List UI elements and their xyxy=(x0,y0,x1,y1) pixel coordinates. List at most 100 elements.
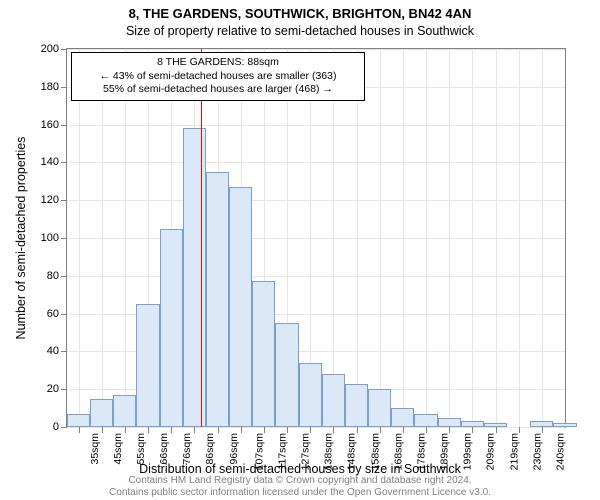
x-tick-label: 45sqm xyxy=(111,433,123,465)
y-tick xyxy=(61,314,67,315)
x-tick xyxy=(218,427,219,433)
y-axis-title: Number of semi-detached properties xyxy=(14,137,28,340)
x-tick xyxy=(472,427,473,433)
x-tick xyxy=(125,427,126,433)
x-tick xyxy=(449,427,450,433)
callout-line: ← 43% of semi-detached houses are smalle… xyxy=(78,70,358,84)
footer: Contains HM Land Registry data © Crown c… xyxy=(0,475,600,498)
gridline-h xyxy=(67,427,565,428)
y-tick xyxy=(61,276,67,277)
x-tick xyxy=(496,427,497,433)
x-tick xyxy=(102,427,103,433)
histogram-bar xyxy=(229,187,252,427)
y-tick-label: 100 xyxy=(41,232,59,244)
y-tick xyxy=(61,87,67,88)
gridline-v xyxy=(380,49,381,427)
y-tick xyxy=(61,238,67,239)
y-tick-label: 160 xyxy=(41,119,59,131)
y-tick-label: 40 xyxy=(47,345,59,357)
gridline-v xyxy=(333,49,334,427)
y-tick xyxy=(61,49,67,50)
y-tick xyxy=(61,162,67,163)
callout-box: 8 THE GARDENS: 88sqm← 43% of semi-detach… xyxy=(71,52,365,101)
histogram-bar xyxy=(438,418,461,427)
title-sub: Size of property relative to semi-detach… xyxy=(0,24,600,38)
histogram-bar xyxy=(322,374,345,427)
y-tick-label: 80 xyxy=(47,270,59,282)
y-tick-label: 200 xyxy=(41,43,59,55)
gridline-h xyxy=(67,125,565,126)
gridline-h xyxy=(67,200,565,201)
y-tick xyxy=(61,389,67,390)
gridline-v xyxy=(449,49,450,427)
footer-line: Contains HM Land Registry data © Crown c… xyxy=(0,475,600,487)
x-tick xyxy=(310,427,311,433)
histogram-bar xyxy=(368,389,391,427)
x-tick-label: 35sqm xyxy=(88,433,100,465)
histogram-bar xyxy=(160,229,183,427)
histogram-bar xyxy=(183,128,206,427)
gridline-v xyxy=(125,49,126,427)
gridline-v xyxy=(496,49,497,427)
y-tick-label: 140 xyxy=(41,156,59,168)
x-tick xyxy=(171,427,172,433)
gridline-v xyxy=(472,49,473,427)
gridline-h xyxy=(67,162,565,163)
x-tick xyxy=(519,427,520,433)
chart-container: 8, THE GARDENS, SOUTHWICK, BRIGHTON, BN4… xyxy=(0,0,600,500)
gridline-h xyxy=(67,276,565,277)
x-tick-label: 76sqm xyxy=(181,433,193,465)
x-tick-label: 55sqm xyxy=(135,433,147,465)
x-tick xyxy=(194,427,195,433)
histogram-bar xyxy=(113,395,136,427)
gridline-v xyxy=(102,49,103,427)
histogram-bar xyxy=(391,408,414,427)
x-tick xyxy=(241,427,242,433)
histogram-bar xyxy=(136,304,159,427)
y-tick-label: 0 xyxy=(53,421,59,433)
gridline-v xyxy=(519,49,520,427)
histogram-bar xyxy=(414,414,437,427)
x-tick xyxy=(380,427,381,433)
gridline-v xyxy=(542,49,543,427)
plot-area: 02040608010012014016018020035sqm45sqm55s… xyxy=(66,48,566,428)
x-tick xyxy=(333,427,334,433)
x-tick-label: 66sqm xyxy=(158,433,170,465)
x-tick-label: 96sqm xyxy=(227,433,239,465)
histogram-bar xyxy=(206,172,229,427)
histogram-bar xyxy=(461,421,484,427)
footer-line: Contains public sector information licen… xyxy=(0,487,600,499)
threshold-line xyxy=(201,49,202,427)
x-axis-title: Distribution of semi-detached houses by … xyxy=(0,462,600,476)
callout-line: 8 THE GARDENS: 88sqm xyxy=(78,56,358,70)
callout-line: 55% of semi-detached houses are larger (… xyxy=(78,83,358,97)
histogram-bar xyxy=(553,423,576,427)
x-tick xyxy=(426,427,427,433)
histogram-bar xyxy=(299,363,322,427)
histogram-bar xyxy=(530,421,553,427)
y-tick xyxy=(61,200,67,201)
histogram-bar xyxy=(345,384,368,427)
y-tick-label: 180 xyxy=(41,81,59,93)
x-tick xyxy=(287,427,288,433)
title-main: 8, THE GARDENS, SOUTHWICK, BRIGHTON, BN4… xyxy=(0,6,600,21)
histogram-bar xyxy=(275,323,298,427)
y-tick-label: 120 xyxy=(41,194,59,206)
x-tick xyxy=(148,427,149,433)
histogram-bar xyxy=(252,281,275,427)
histogram-bar xyxy=(90,399,113,427)
x-tick-label: 86sqm xyxy=(204,433,216,465)
gridline-h xyxy=(67,238,565,239)
y-tick-label: 20 xyxy=(47,383,59,395)
gridline-v xyxy=(403,49,404,427)
x-tick xyxy=(79,427,80,433)
x-tick xyxy=(264,427,265,433)
histogram-bar xyxy=(484,423,507,427)
y-tick-label: 60 xyxy=(47,308,59,320)
gridline-v xyxy=(79,49,80,427)
gridline-h xyxy=(67,49,565,50)
gridline-v xyxy=(426,49,427,427)
y-tick xyxy=(61,125,67,126)
x-tick xyxy=(403,427,404,433)
x-tick xyxy=(542,427,543,433)
